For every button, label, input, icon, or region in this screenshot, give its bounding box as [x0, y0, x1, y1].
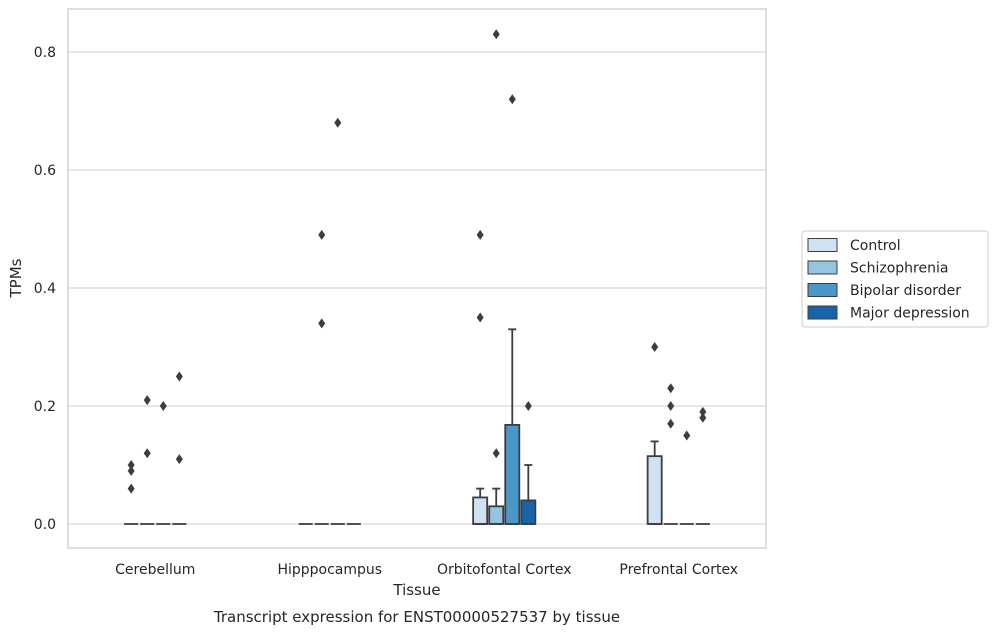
legend-label: Bipolar disorder [850, 283, 961, 299]
y-tick-label: 0.4 [34, 281, 56, 297]
outlier-point [143, 448, 151, 459]
legend-swatch [807, 305, 838, 320]
y-tick-label: 0.8 [34, 45, 56, 61]
legend-swatch [807, 283, 838, 297]
x-tick-labels: Cerebellum Hipppocampus Orbitofontal Corte… [115, 562, 738, 578]
box [472, 496, 489, 525]
legend-swatch [807, 260, 838, 275]
outlier-point [492, 448, 500, 459]
outlier-point [175, 371, 183, 382]
legend-label: Control [850, 238, 901, 254]
outlier-point [651, 342, 659, 352]
outlier-point [143, 395, 151, 406]
x-tick-label: Hipppocampus [277, 562, 382, 578]
outlier-point [508, 94, 516, 105]
chart-caption: Transcript expression for ENST0000052753… [213, 608, 620, 626]
box-plot-marks [124, 29, 710, 525]
legend-swatch [807, 238, 838, 252]
outlier-point [127, 460, 135, 470]
outlier-point [318, 318, 326, 329]
grid-lines [68, 51, 766, 525]
legend-label: Schizophrenia [850, 261, 948, 277]
legend-frame [801, 230, 989, 328]
plot-frame [67, 8, 767, 549]
outlier-point [524, 401, 532, 411]
legend: Control Schizophrenia Bipolar disorder Majo… [801, 230, 989, 328]
outlier-point [667, 418, 675, 429]
x-axis-label: Tissue [392, 581, 440, 599]
outlier-point [699, 406, 707, 417]
box [504, 423, 521, 525]
x-tick-label: Orbitofontal Cortex [437, 562, 572, 578]
y-tick-labels: 0.0 0.2 0.4 0.6 0.8 [34, 45, 56, 533]
box [520, 499, 537, 525]
y-tick-label: 0.6 [34, 163, 56, 179]
box [488, 505, 505, 525]
box [646, 455, 663, 525]
outlier-point [318, 229, 326, 240]
outlier-point [175, 454, 183, 465]
outlier-point [699, 412, 707, 423]
outlier-point [476, 312, 484, 323]
y-tick-label: 0.2 [34, 399, 56, 415]
outlier-point [667, 401, 675, 411]
outlier-point [476, 229, 484, 240]
legend-label: Major depression [850, 306, 970, 322]
y-tick-label: 0.0 [34, 517, 56, 533]
outlier-point [334, 117, 342, 128]
y-axis-label: TPMs [7, 258, 25, 298]
outlier-point [127, 483, 135, 494]
outlier-point [492, 29, 500, 40]
outlier-point [127, 465, 135, 476]
outlier-point [683, 430, 691, 441]
x-tick-label: Cerebellum [115, 562, 195, 578]
outlier-point [667, 383, 675, 394]
x-tick-label: Prefrontal Cortex [619, 562, 738, 578]
outlier-point [159, 401, 167, 411]
